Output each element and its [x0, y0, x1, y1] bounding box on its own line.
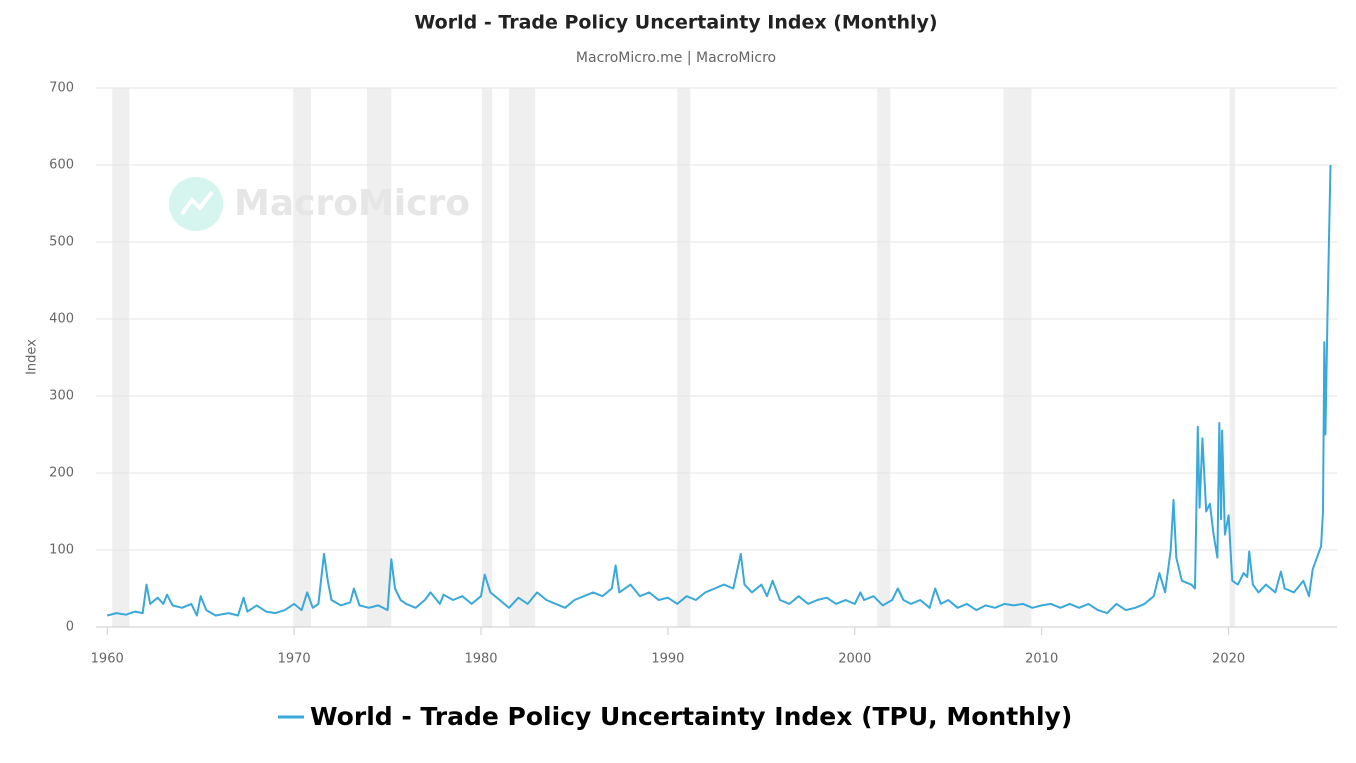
recession-band	[1003, 88, 1032, 627]
chart-subtitle: MacroMicro.me | MacroMicro	[576, 50, 776, 66]
y-tick-label: 400	[49, 312, 74, 327]
x-tick-label: 2000	[838, 652, 871, 667]
recession-band	[367, 88, 392, 627]
x-tick-label: 1990	[651, 652, 684, 667]
x-tick-label: 2020	[1212, 652, 1245, 667]
recession-band	[509, 88, 536, 627]
y-axis-label: Index	[25, 339, 40, 375]
y-tick-label: 200	[49, 466, 74, 481]
recession-band	[293, 88, 311, 627]
data-line	[106, 164, 1332, 617]
y-tick-label: 300	[49, 389, 74, 404]
y-tick-label: 600	[49, 158, 74, 173]
legend-label: World - Trade Policy Uncertainty Index (…	[310, 702, 1072, 731]
x-tick-label: 1960	[91, 652, 124, 667]
x-tick-label: 1980	[464, 652, 497, 667]
x-tick-label: 1970	[278, 652, 311, 667]
plot-area: 0 100 200 300 400 500 600 700 1960 1970 1980 1990 20…	[49, 81, 1337, 667]
recession-band	[481, 88, 493, 627]
watermark: MacroMicro	[234, 183, 470, 224]
recession-band	[112, 88, 130, 627]
x-tick-label: 2010	[1025, 652, 1058, 667]
y-tick-label: 0	[66, 620, 74, 635]
y-tick-label: 500	[49, 235, 74, 250]
recession-band	[877, 88, 891, 627]
y-tick-label: 700	[49, 81, 74, 96]
watermark-logo-mark	[180, 190, 214, 216]
chart-title: World - Trade Policy Uncertainty Index (…	[414, 12, 937, 34]
recession-band	[1229, 88, 1236, 627]
y-tick-label: 100	[49, 543, 74, 558]
recession-band	[677, 88, 691, 627]
